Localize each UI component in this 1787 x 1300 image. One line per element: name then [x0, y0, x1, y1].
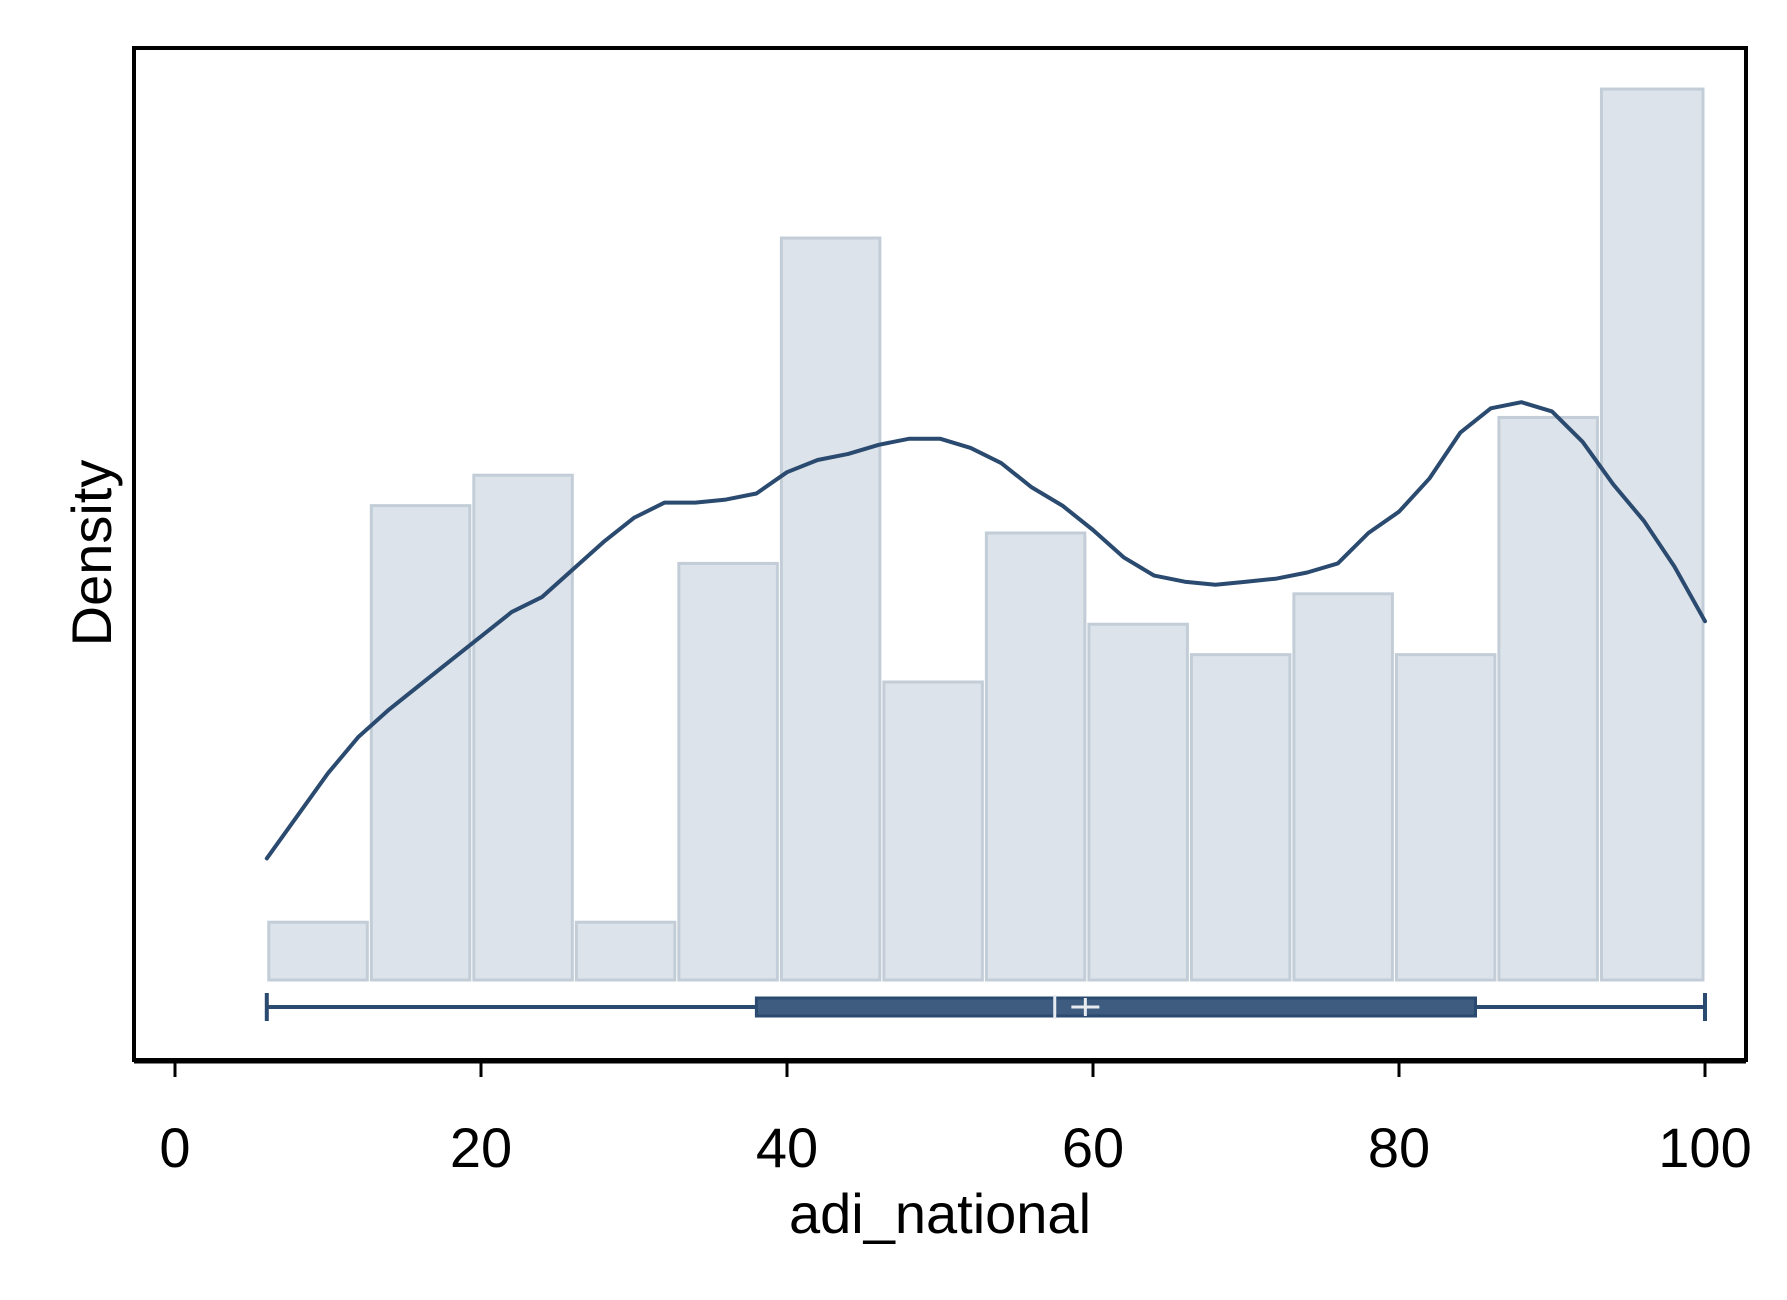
histogram-bar-13: [1497, 415, 1599, 982]
histogram-bar-7: [882, 680, 984, 982]
histogram-bar-11: [1292, 592, 1394, 982]
histogram-bar-2: [369, 504, 472, 982]
x-tick-label-0: 0: [159, 1116, 190, 1179]
y-axis-title: Density: [60, 460, 123, 647]
boxplot: [264, 993, 1707, 1021]
x-tick-label-80: 80: [1368, 1116, 1430, 1179]
histogram-bar-3: [472, 473, 574, 982]
histogram-bar-9: [1087, 622, 1189, 982]
histogram-bar-12: [1394, 653, 1497, 982]
x-tick-label-40: 40: [756, 1116, 818, 1179]
plot-frame: [132, 46, 1748, 1062]
histogram-bar-10: [1189, 653, 1292, 982]
x-axis-title: adi_national: [789, 1182, 1091, 1245]
histogram-bar-8: [984, 531, 1087, 982]
x-tick-label-60: 60: [1062, 1116, 1124, 1179]
boxplot-box: [754, 996, 1477, 1018]
x-tick-label-20: 20: [450, 1116, 512, 1179]
kde-line: [264, 400, 1707, 861]
kde-layer: [264, 400, 1707, 861]
histogram-bar-1: [267, 920, 369, 982]
histogram-bars: [267, 87, 1705, 982]
histogram-bar-6: [779, 236, 882, 982]
x-tick-label-100: 100: [1658, 1116, 1751, 1179]
x-axis: 0 20 40 60 80 100: [134, 1060, 1752, 1179]
histogram-bar-4: [574, 920, 677, 982]
histogram-bar-14: [1599, 87, 1705, 982]
histogram-bar-5: [677, 561, 779, 982]
